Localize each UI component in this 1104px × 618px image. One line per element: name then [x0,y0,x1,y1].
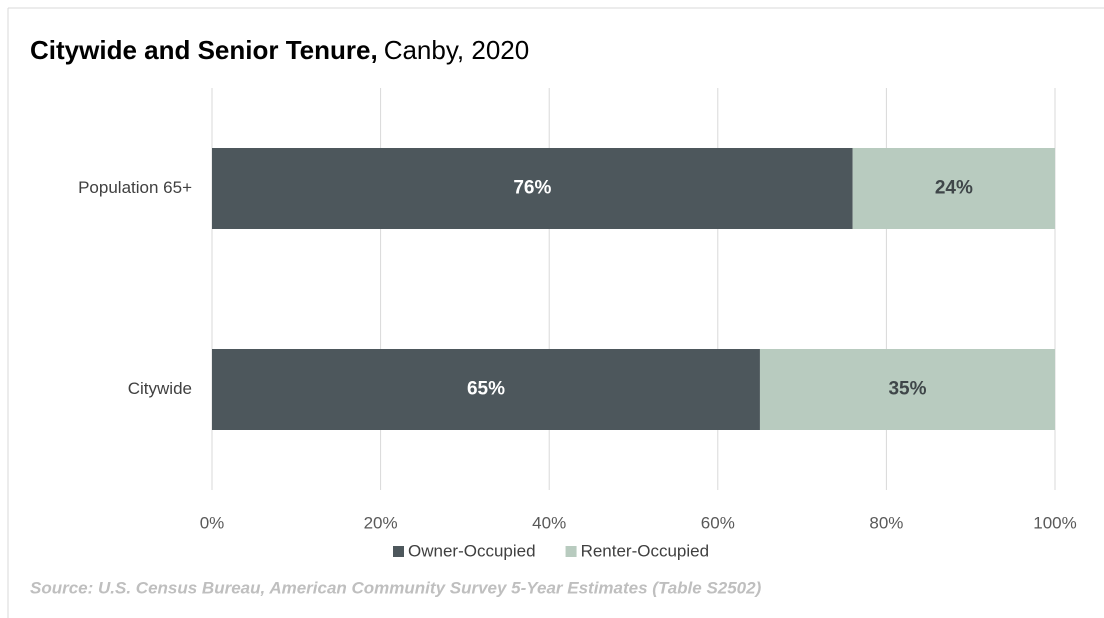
x-tick-label: 100% [1033,513,1076,532]
legend-swatch [565,546,577,557]
data-label: 65% [467,379,505,400]
data-label: 35% [888,379,926,400]
chart-title-group: Citywide and Senior Tenure, Canby, 2020 [30,35,529,65]
x-tick-label: 60% [701,513,735,532]
bar-segment [212,349,760,430]
x-tick-label: 20% [364,513,398,532]
source-note: Source: U.S. Census Bureau, American Com… [30,578,762,597]
data-label: 76% [513,178,551,199]
x-tick-label: 80% [869,513,903,532]
chart-title: Citywide and Senior Tenure, [30,35,378,65]
x-tick-label: 0% [200,513,225,532]
y-tick-label: Citywide [128,379,192,398]
legend-swatch [393,546,404,557]
y-tick-label: Population 65+ [78,178,192,197]
legend-label: Owner-Occupied [408,541,536,560]
bar-segment [212,148,853,229]
data-label: 24% [935,178,973,199]
legend-label: Renter-Occupied [581,541,710,560]
chart-subtitle: Canby, 2020 [384,35,530,65]
bar-segment [759,349,1055,430]
bar-segment [852,148,1055,229]
x-tick-label: 40% [532,513,566,532]
